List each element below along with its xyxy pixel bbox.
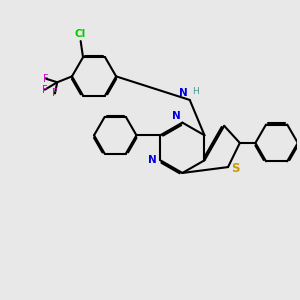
Text: F: F bbox=[43, 74, 49, 84]
Text: F: F bbox=[52, 88, 58, 98]
Text: H: H bbox=[192, 87, 199, 96]
Text: F: F bbox=[42, 85, 48, 94]
Text: N: N bbox=[148, 155, 157, 165]
Text: N: N bbox=[172, 111, 181, 121]
Text: Cl: Cl bbox=[74, 29, 86, 39]
Text: N: N bbox=[178, 88, 188, 98]
Text: S: S bbox=[231, 162, 239, 175]
